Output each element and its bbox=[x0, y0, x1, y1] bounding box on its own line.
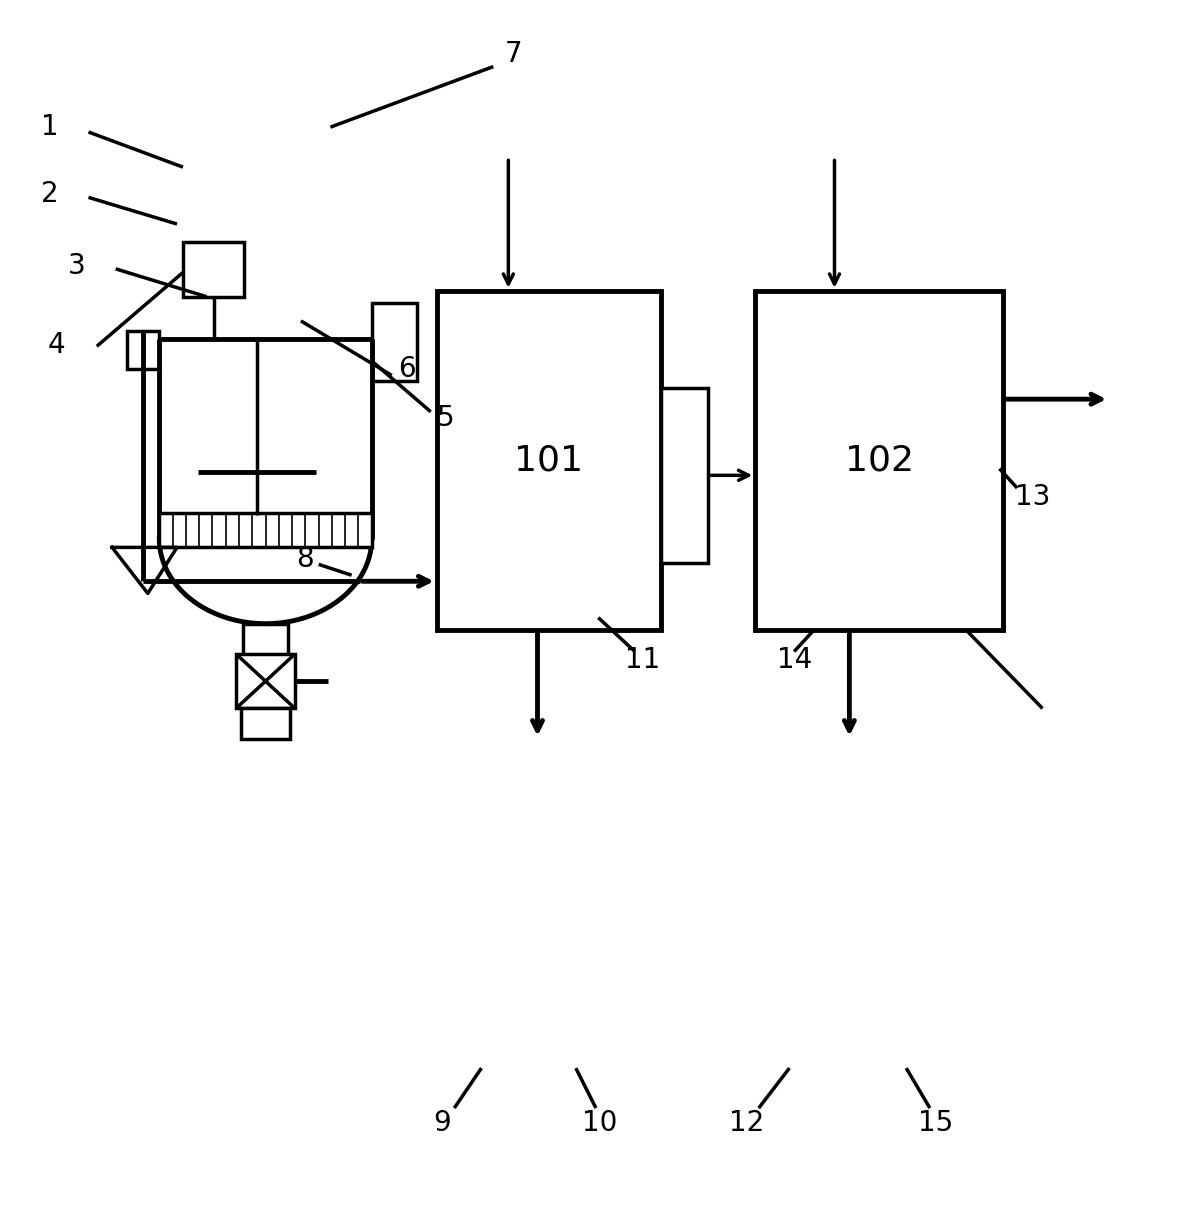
Text: 12: 12 bbox=[729, 1108, 765, 1137]
Bar bbox=[437, 291, 661, 630]
Bar bbox=[755, 291, 1003, 630]
Bar bbox=[236, 654, 295, 708]
Text: 101: 101 bbox=[514, 443, 583, 477]
Text: 15: 15 bbox=[918, 1108, 953, 1137]
Text: 8: 8 bbox=[296, 545, 313, 574]
Text: 9: 9 bbox=[433, 1108, 452, 1137]
Bar bbox=[241, 708, 290, 739]
Text: 7: 7 bbox=[505, 40, 522, 69]
Text: 11: 11 bbox=[625, 645, 661, 675]
Text: 3: 3 bbox=[67, 252, 86, 281]
Bar bbox=[661, 388, 708, 563]
Text: 4: 4 bbox=[48, 331, 65, 360]
Text: 13: 13 bbox=[1015, 482, 1050, 511]
Text: 102: 102 bbox=[845, 443, 913, 477]
Text: 14: 14 bbox=[776, 645, 812, 675]
Text: 1: 1 bbox=[41, 113, 58, 142]
Text: 2: 2 bbox=[41, 179, 58, 208]
Bar bbox=[372, 303, 417, 381]
Bar bbox=[159, 513, 372, 547]
Bar bbox=[127, 331, 159, 369]
Text: 10: 10 bbox=[582, 1108, 617, 1137]
Bar bbox=[183, 242, 244, 297]
Bar bbox=[243, 624, 288, 684]
Text: 5: 5 bbox=[438, 403, 454, 432]
Text: 6: 6 bbox=[399, 355, 415, 384]
